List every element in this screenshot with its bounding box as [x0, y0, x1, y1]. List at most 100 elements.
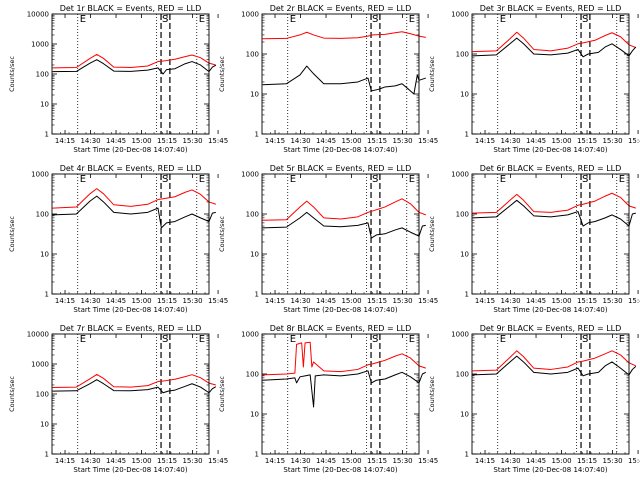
y-tick-label: 1 — [45, 131, 49, 139]
x-tick-label: 15:15 — [367, 457, 387, 465]
x-tick-label: 15:15 — [577, 297, 597, 305]
y-tick-label: 10 — [40, 101, 49, 109]
marker-label-s: S — [372, 174, 378, 185]
y-tick-label: 1000 — [451, 11, 469, 19]
x-axis-label: Start Time (20-Dec-08 14:07:40) — [73, 146, 187, 154]
panel-title: Det 1r BLACK = Events, RED = LLD — [60, 4, 202, 13]
y-axis-label: Counts/sec — [8, 216, 16, 252]
x-tick-label: 15:00 — [131, 297, 151, 305]
x-tick-label: 15:45 — [208, 297, 228, 305]
marker-label-e: E — [199, 14, 205, 25]
marker-label-e: E — [409, 14, 415, 25]
panel-title: Det 8r BLACK = Events, RED = LLD — [270, 324, 412, 333]
x-tick-label: 14:30 — [500, 297, 520, 305]
x-tick-label: 15:00 — [551, 137, 571, 145]
x-tick-label: 14:15 — [265, 137, 285, 145]
x-tick-label: 15:00 — [341, 137, 361, 145]
plot-frame — [51, 333, 210, 455]
y-tick-label: 1000 — [241, 171, 259, 179]
x-tick-label: 14:45 — [316, 297, 336, 305]
x-tick-label: 15:45 — [628, 297, 640, 305]
lld-line — [472, 31, 636, 53]
marker-label-e: E — [500, 14, 506, 25]
marker-label-s: S — [372, 14, 378, 25]
marker-label-e: E — [500, 174, 506, 185]
x-tick-label: 15:30 — [182, 297, 202, 305]
panel-5: Det 5r BLACK = Events, RED = LLD Counts/s… — [218, 164, 438, 314]
y-axis-label: Counts/sec — [218, 56, 226, 92]
y-axis-label: Counts/sec — [8, 56, 16, 92]
marker-label-s: S — [162, 14, 168, 25]
marker-label-e: E — [619, 174, 625, 185]
marker-label-e: E — [500, 334, 506, 345]
x-axis-label: Start Time (20-Dec-08 14:07:40) — [283, 466, 397, 474]
x-tick-label: 15:15 — [157, 297, 177, 305]
marker-label-s: S — [162, 334, 168, 345]
x-tick-label: 14:45 — [526, 297, 546, 305]
x-tick-label: 14:15 — [55, 457, 75, 465]
x-tick-label: 14:45 — [106, 137, 126, 145]
x-tick-label: 14:15 — [265, 457, 285, 465]
x-tick-label: 14:30 — [80, 137, 100, 145]
marker-label-s: S — [582, 14, 588, 25]
y-tick-label: 10000 — [27, 11, 49, 19]
events-line — [52, 59, 217, 75]
lld-line — [52, 53, 216, 69]
x-tick-label: 14:45 — [526, 457, 546, 465]
panel-7: Det 7r BLACK = Events, RED = LLD Counts/s… — [8, 324, 228, 474]
x-tick-label: 14:45 — [106, 297, 126, 305]
y-tick-label: 10 — [40, 421, 49, 429]
y-axis-label: Counts/sec — [428, 216, 436, 252]
x-tick-label: 14:30 — [290, 137, 310, 145]
panel-title: Det 2r BLACK = Events, RED = LLD — [270, 4, 412, 13]
panel-title: Det 4r BLACK = Events, RED = LLD — [60, 164, 202, 173]
events-line — [52, 195, 216, 229]
y-tick-label: 1 — [465, 131, 469, 139]
y-tick-label: 1000 — [451, 171, 469, 179]
x-tick-label: 15:45 — [418, 457, 438, 465]
y-tick-label: 100 — [36, 211, 49, 219]
plot-frame — [51, 13, 210, 135]
y-tick-label: 10 — [460, 411, 469, 419]
marker-label-e: E — [290, 14, 296, 25]
panel-title: Det 6r BLACK = Events, RED = LLD — [480, 164, 622, 173]
marker-label-e: E — [290, 174, 296, 185]
x-tick-label: 14:30 — [500, 137, 520, 145]
x-tick-label: 15:15 — [157, 137, 177, 145]
y-axis-label: Counts/sec — [218, 216, 226, 252]
panel-9: Det 9r BLACK = Events, RED = LLD Counts/s… — [428, 324, 640, 474]
marker-label-e: E — [290, 334, 296, 345]
x-tick-label: 14:15 — [475, 137, 495, 145]
marker-label-e: E — [409, 174, 415, 185]
x-axis-label: Start Time (20-Dec-08 14:07:40) — [73, 466, 187, 474]
plot-frame — [51, 173, 210, 295]
lld-line — [472, 192, 636, 214]
marker-label-e: E — [619, 14, 625, 25]
panel-4: Det 4r BLACK = Events, RED = LLD Counts/s… — [8, 164, 228, 314]
y-tick-label: 1000 — [31, 171, 49, 179]
x-tick-label: 14:30 — [290, 457, 310, 465]
panel-3: Det 3r BLACK = Events, RED = LLD Counts/s… — [428, 4, 640, 154]
lld-line — [262, 198, 426, 221]
y-tick-label: 10 — [460, 91, 469, 99]
x-tick-label: 14:15 — [475, 457, 495, 465]
y-tick-label: 100 — [246, 211, 259, 219]
y-tick-label: 100 — [246, 371, 259, 379]
marker-label-s: S — [582, 334, 588, 345]
y-tick-label: 1 — [255, 451, 259, 459]
marker-label-e: E — [80, 334, 86, 345]
y-tick-label: 1 — [45, 291, 49, 299]
x-tick-label: 14:45 — [316, 457, 336, 465]
marker-label-e: E — [199, 334, 205, 345]
x-tick-label: 15:15 — [577, 457, 597, 465]
x-tick-label: 15:30 — [602, 297, 622, 305]
y-tick-label: 1000 — [241, 11, 259, 19]
y-axis-label: Counts/sec — [428, 56, 436, 92]
lld-line — [52, 188, 216, 209]
y-tick-label: 10 — [460, 251, 469, 259]
y-tick-label: 100 — [36, 391, 49, 399]
panel-title: Det 3r BLACK = Events, RED = LLD — [480, 4, 622, 13]
y-axis-label: Counts/sec — [428, 376, 436, 412]
x-tick-label: 14:30 — [80, 297, 100, 305]
y-tick-label: 1 — [465, 291, 469, 299]
